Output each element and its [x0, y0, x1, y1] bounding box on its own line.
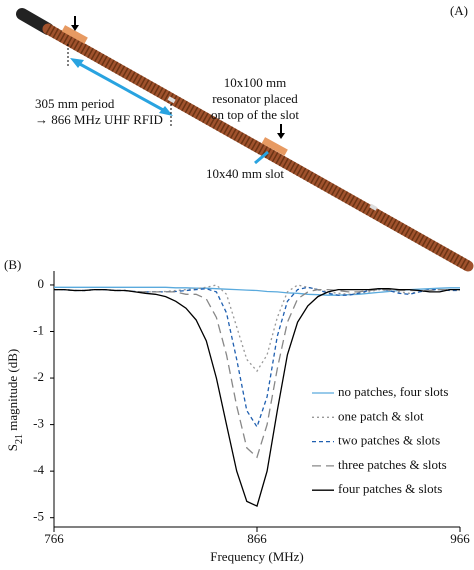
x-axis-title: Frequency (MHz) [210, 549, 304, 564]
x-tick-label: 866 [247, 531, 267, 546]
panel-a-illustration: (A) 305 mm period → 866 MHz UHF RFID 10x… [16, 3, 474, 272]
period-arrow-heads [70, 58, 173, 116]
y-tick-label: -2 [33, 369, 44, 384]
annotation: 10x40 mm slot [206, 166, 284, 181]
legend-label: one patch & slot [338, 408, 424, 423]
y-title-main: S [5, 444, 20, 451]
panel-label: (B) [4, 257, 21, 272]
annotation: 305 mm period [35, 96, 115, 111]
annotation: → 866 MHz UHF RFID [35, 112, 163, 127]
resonator [261, 137, 288, 156]
legend-label: four patches & slots [338, 481, 442, 496]
series-line [54, 286, 460, 429]
period-arrow [77, 61, 166, 113]
y-axis-title: S21 magnitude (dB) [5, 349, 25, 451]
series-line [54, 288, 460, 508]
annotation: 10x100 mm [224, 75, 286, 90]
y-tick-label: -4 [33, 462, 44, 477]
y-title-rest: magnitude (dB) [5, 349, 20, 434]
y-tick-label: 0 [38, 276, 45, 291]
annotation: on top of the slot [211, 107, 299, 122]
y-tick-label: -3 [33, 416, 44, 431]
panel-label: (A) [450, 3, 468, 18]
annotation: resonator placed [212, 91, 298, 106]
arrow-head [277, 133, 285, 139]
legend-label: three patches & slots [338, 457, 447, 472]
y-tick-label: -5 [33, 509, 44, 524]
resonator [61, 25, 88, 44]
slot [369, 203, 378, 211]
slot [167, 96, 176, 104]
rod-winding [45, 24, 471, 271]
legend-label: two patches & slots [338, 433, 440, 448]
y-title-sub: 21 [14, 434, 25, 444]
series-line [54, 284, 460, 373]
legend-label: no patches, four slots [338, 384, 448, 399]
arrow-head [71, 25, 79, 31]
x-tick-label: 966 [450, 531, 470, 546]
series-line [54, 288, 460, 459]
x-tick-label: 766 [44, 531, 64, 546]
y-tick-label: -1 [33, 322, 44, 337]
slot-arrow [254, 150, 269, 165]
